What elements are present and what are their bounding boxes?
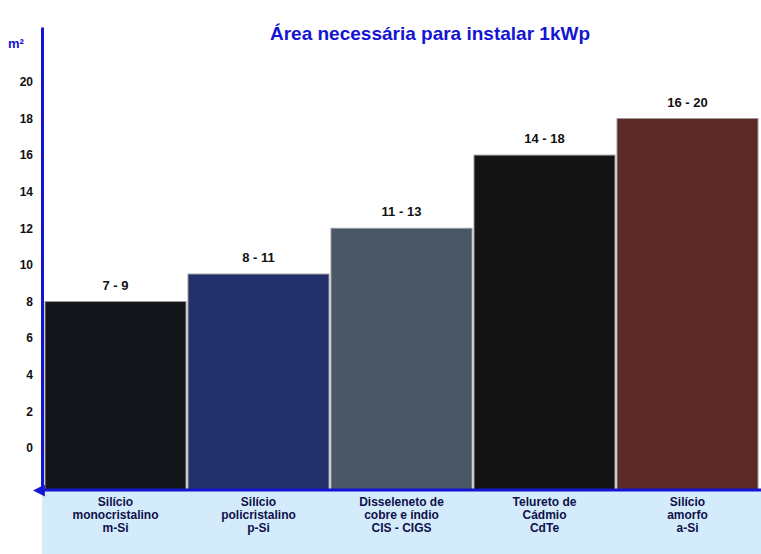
x-axis-line xyxy=(42,489,761,492)
x-axis: Silíciomonocristalinom-SiSilíciopolicris… xyxy=(42,490,761,535)
data-label: 8 - 11 xyxy=(242,250,275,265)
x-tick-label-line: amorfo xyxy=(667,508,708,522)
y-axis-title: m² xyxy=(8,36,25,51)
y-tick-label: 18 xyxy=(20,112,34,126)
x-tick-label-line: Telureto de xyxy=(513,495,577,509)
x-tick-label: Telureto deCádmioCdTe xyxy=(513,495,577,535)
y-tick: 14 xyxy=(20,185,42,199)
x-tick: Silíciomonocristalinom-Si xyxy=(72,490,158,535)
bar xyxy=(617,119,758,490)
y-tick-label: 4 xyxy=(26,368,33,382)
y-tick-label: 20 xyxy=(20,75,34,89)
y-tick: 8 xyxy=(26,295,42,309)
y-tick: 16 xyxy=(20,148,42,162)
x-tick-label-line: Silício xyxy=(98,495,133,509)
x-tick: Silícioamorfoa-Si xyxy=(667,490,708,535)
y-tick: 18 xyxy=(20,112,42,126)
y-tick-label: 14 xyxy=(20,185,34,199)
y-tick: 12 xyxy=(20,222,42,236)
y-tick-label: 6 xyxy=(26,331,33,345)
data-label: 14 - 18 xyxy=(524,131,564,146)
chart: Área necessária para instalar 1kWp 7 - 9 8… xyxy=(0,0,761,554)
x-tick-label-line: Silício xyxy=(670,495,705,509)
x-tick-label-line: Disseleneto de xyxy=(359,495,444,509)
x-tick-label-line: cobre e índio xyxy=(364,508,439,522)
y-tick-label: 0 xyxy=(26,441,33,455)
y-axis: 0 2 4 6 8 10 12 14 16 18 20 xyxy=(20,28,43,491)
x-tick-label-line: p-Si xyxy=(247,521,270,535)
x-tick: Telureto deCádmioCdTe xyxy=(513,490,577,535)
data-label: 7 - 9 xyxy=(102,278,128,293)
y-tick: 4 xyxy=(26,368,42,382)
y-tick-label: 8 xyxy=(26,295,33,309)
title: Área necessária para instalar 1kWp xyxy=(270,23,590,44)
x-tick: Disseleneto decobre e índioCIS - CIGS xyxy=(359,490,444,535)
x-tick: Silíciopolicristalinop-Si xyxy=(221,490,296,535)
y-tick-label: 12 xyxy=(20,222,34,236)
bar xyxy=(474,155,615,490)
x-tick-label-line: policristalino xyxy=(221,508,296,522)
y-tick: 10 xyxy=(20,258,42,272)
y-tick-label: 2 xyxy=(26,405,33,419)
data-label: 16 - 20 xyxy=(667,95,707,110)
x-tick-label-line: CIS - CIGS xyxy=(371,521,431,535)
y-tick: 20 xyxy=(20,75,42,89)
x-tick-label-line: Cádmio xyxy=(522,508,566,522)
bar xyxy=(188,274,329,490)
x-tick-label-line: m-Si xyxy=(102,521,128,535)
x-tick-label: Silíciopolicristalinop-Si xyxy=(221,495,296,535)
y-tick-label: 16 xyxy=(20,148,34,162)
y-tick: 0 xyxy=(26,441,42,455)
data-labels: 7 - 9 8 - 11 11 - 13 14 - 18 16 - 20 xyxy=(102,95,707,293)
y-tick: 6 xyxy=(26,331,42,345)
y-tick: 2 xyxy=(26,405,42,419)
category-band xyxy=(42,491,761,554)
x-tick-label-line: a-Si xyxy=(676,521,698,535)
x-tick-label: Silíciomonocristalinom-Si xyxy=(72,495,158,535)
y-axis-line xyxy=(41,28,44,491)
x-tick-label: Disseleneto decobre e índioCIS - CIGS xyxy=(359,495,444,535)
bar xyxy=(331,228,472,490)
x-tick-label-line: monocristalino xyxy=(72,508,158,522)
bars xyxy=(45,119,758,490)
x-tick-label-line: Silício xyxy=(241,495,276,509)
bar xyxy=(45,302,186,490)
x-tick-label: Silícioamorfoa-Si xyxy=(667,495,708,535)
data-label: 11 - 13 xyxy=(382,204,422,219)
x-tick-label-line: CdTe xyxy=(530,521,559,535)
y-tick-label: 10 xyxy=(20,258,34,272)
